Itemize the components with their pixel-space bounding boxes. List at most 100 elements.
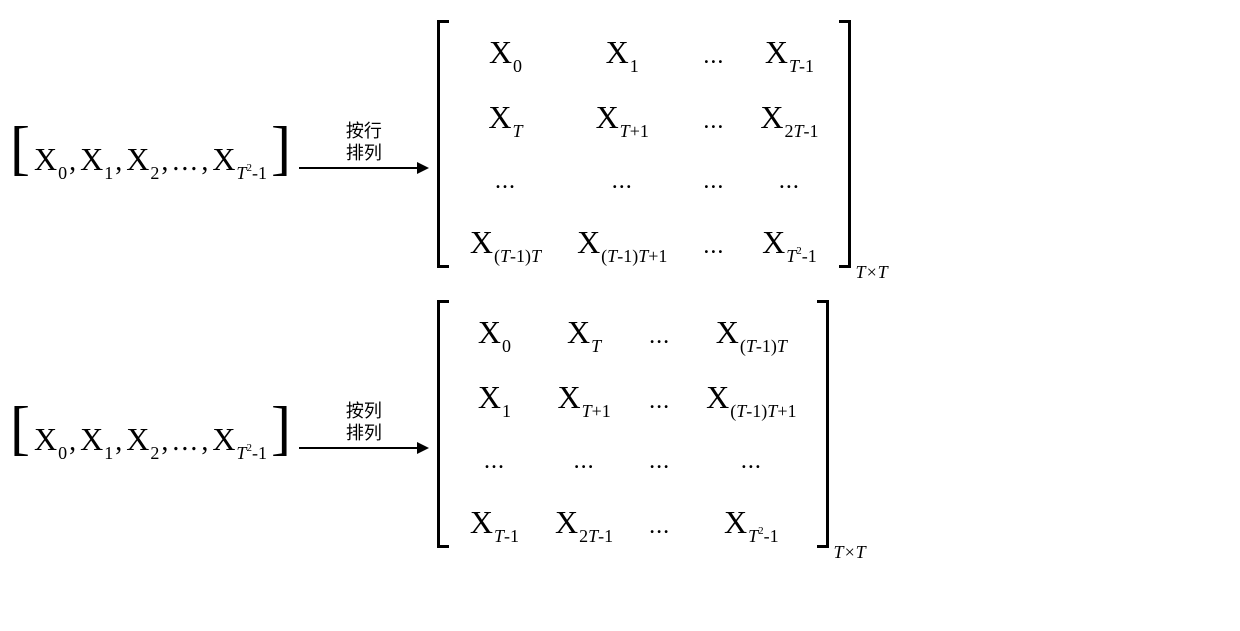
x-variable: X <box>489 34 512 71</box>
matrix-cell: X1 <box>452 365 537 430</box>
arrow-label-line1: 按行 <box>346 121 382 143</box>
x-variable: X <box>80 141 103 178</box>
x-variable: X <box>470 504 493 541</box>
matrix-row: X1XT+1...X(T-1)T+1 <box>452 365 815 430</box>
matrix-cell: X(T-1)T+1 <box>688 365 814 430</box>
ellipsis: ... <box>484 448 505 474</box>
ellipsis: ... <box>703 108 724 134</box>
x-term: XT2-1 <box>212 421 267 458</box>
x-variable: X <box>762 224 785 261</box>
ellipsis: ... <box>172 146 199 178</box>
matrix-cell: ... <box>559 150 685 210</box>
x-subscript: T2-1 <box>236 443 267 464</box>
matrix-cell: ... <box>688 430 814 490</box>
equation-2: [X0,X1,X2,...,XT2-1]按列排列X0XT...X(T-1)TX1… <box>10 300 1230 555</box>
ellipsis: ... <box>649 323 670 349</box>
comma: , <box>161 146 168 178</box>
x-variable: X <box>80 421 103 458</box>
matrix-cell: ... <box>631 365 688 430</box>
x-variable: X <box>760 99 783 136</box>
x-subscript: 2 <box>150 443 159 464</box>
x-term: X1 <box>606 34 639 71</box>
x-subscript: (T-1)T <box>740 336 787 357</box>
ellipsis: ... <box>649 448 670 474</box>
x-term: XT2-1 <box>762 224 817 261</box>
x-subscript: T+1 <box>582 401 611 422</box>
x-term: X2T-1 <box>760 99 818 136</box>
matrix-cell: ... <box>685 210 742 275</box>
ellipsis: ... <box>495 168 516 194</box>
x-variable: X <box>478 314 501 351</box>
x-subscript: 1 <box>104 443 113 464</box>
matrix-cell: ... <box>742 150 836 210</box>
rhs-matrix: X0X1...XT-1XTXT+1...X2T-1............X(T… <box>437 20 888 275</box>
x-term: X(T-1)T+1 <box>706 379 796 416</box>
matrix-row: X0XT...X(T-1)T <box>452 300 815 365</box>
matrix-cell: ... <box>631 490 688 555</box>
x-variable: X <box>470 224 493 261</box>
matrix-cell: ... <box>537 430 631 490</box>
x-term: XT-1 <box>470 504 519 541</box>
x-term: XT2-1 <box>724 504 779 541</box>
x-subscript: 1 <box>630 56 639 77</box>
x-term: XT <box>488 99 522 136</box>
rhs-matrix: X0XT...X(T-1)TX1XT+1...X(T-1)T+1........… <box>437 300 866 555</box>
x-subscript: T2-1 <box>786 246 817 267</box>
x-subscript: 0 <box>502 336 511 357</box>
matrix-cell: ... <box>685 85 742 150</box>
matrix-cell: X(T-1)T+1 <box>559 210 685 275</box>
x-subscript: (T-1)T <box>494 246 541 267</box>
comma: , <box>115 146 122 178</box>
arrow-label-line2: 排列 <box>346 423 382 445</box>
left-bracket: [ <box>10 398 30 458</box>
x-term: XT+1 <box>596 99 649 136</box>
x-term: X(T-1)T <box>716 314 787 351</box>
matrix-cell: X2T-1 <box>537 490 631 555</box>
x-subscript: 0 <box>58 443 67 464</box>
comma: , <box>69 426 76 458</box>
x-variable: X <box>596 99 619 136</box>
matrix-cell: XT-1 <box>742 20 836 85</box>
matrix-cell: X0 <box>452 300 537 365</box>
matrix-row: ............ <box>452 150 837 210</box>
x-variable: X <box>716 314 739 351</box>
x-variable: X <box>606 34 629 71</box>
matrix-row: ............ <box>452 430 815 490</box>
ellipsis: ... <box>779 168 800 194</box>
x-term: XT2-1 <box>212 141 267 178</box>
x-term: XT <box>567 314 601 351</box>
x-subscript: 2T-1 <box>784 121 818 142</box>
x-term: X1 <box>478 379 511 416</box>
ellipsis: ... <box>649 513 670 539</box>
x-variable: X <box>126 421 149 458</box>
arrow-label-line2: 排列 <box>346 143 382 165</box>
x-subscript: 2T-1 <box>579 526 613 547</box>
matrix-row: XT-1X2T-1...XT2-1 <box>452 490 815 555</box>
matrix-cell: X(T-1)T <box>688 300 814 365</box>
x-subscript: T2-1 <box>748 526 779 547</box>
ellipsis: ... <box>574 448 595 474</box>
matrix-cell: X2T-1 <box>742 85 836 150</box>
matrix-cell: XT-1 <box>452 490 537 555</box>
x-term: XT+1 <box>557 379 610 416</box>
x-variable: X <box>555 504 578 541</box>
x-variable: X <box>478 379 501 416</box>
x-subscript: 0 <box>513 56 522 77</box>
matrix-cell: ... <box>631 430 688 490</box>
ellipsis: ... <box>741 448 762 474</box>
comma: , <box>161 426 168 458</box>
x-subscript: T <box>591 336 601 357</box>
comma: , <box>69 146 76 178</box>
x-subscript: T <box>513 121 523 142</box>
x-term: X(T-1)T+1 <box>577 224 667 261</box>
x-subscript: T-1 <box>789 56 814 77</box>
matrix-cell: X1 <box>559 20 685 85</box>
matrix-row: X(T-1)TX(T-1)T+1...XT2-1 <box>452 210 837 275</box>
comma: , <box>115 426 122 458</box>
matrix-row: XTXT+1...X2T-1 <box>452 85 837 150</box>
x-variable: X <box>765 34 788 71</box>
matrix-cell: XT2-1 <box>688 490 814 555</box>
matrix-cell: X0 <box>452 20 559 85</box>
x-variable: X <box>567 314 590 351</box>
x-variable: X <box>557 379 580 416</box>
